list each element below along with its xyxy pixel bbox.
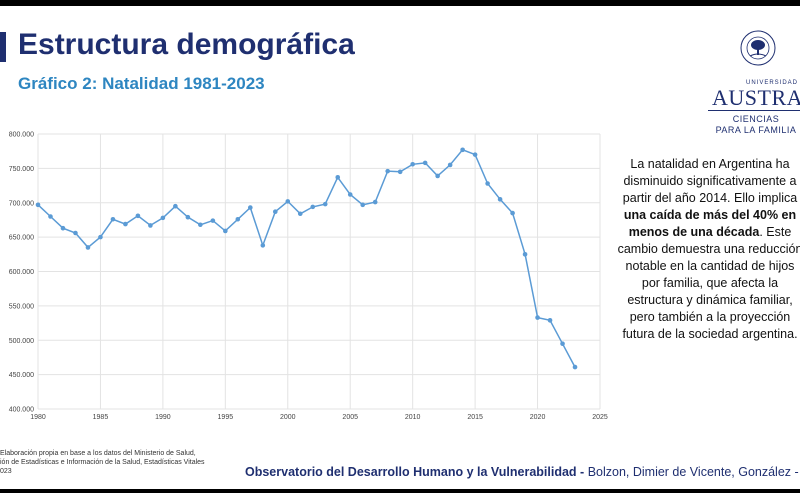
footer: Observatorio del Desarrollo Humano y la … bbox=[245, 465, 799, 479]
summary-highlight: una caída de más del 40% en menos de una… bbox=[623, 208, 797, 239]
university-logo: UNIVERSIDAD AUSTRAL CIENCIAS PARA LA FAM… bbox=[700, 22, 800, 137]
data-point bbox=[285, 199, 291, 204]
y-tick-label: 600.000 bbox=[9, 269, 34, 276]
y-tick-label: 450.000 bbox=[9, 372, 34, 379]
footer-authors: Bolzon, Dimier de Vicente, González - bbox=[587, 465, 799, 479]
data-point bbox=[535, 315, 540, 320]
chart-grid bbox=[37, 133, 601, 410]
data-point bbox=[73, 230, 78, 236]
y-tick-label: 700.000 bbox=[9, 200, 34, 207]
data-point bbox=[435, 173, 440, 179]
data-point bbox=[547, 318, 553, 323]
source-note: Elaboración propia en base a los datos d… bbox=[0, 449, 300, 476]
data-point bbox=[85, 245, 91, 250]
source-line-2: ión de Estadísticas e Información de la … bbox=[0, 459, 205, 466]
slide: Estructura demográfica Gráfico 2: Natali… bbox=[0, 6, 800, 489]
data-point bbox=[148, 223, 153, 228]
data-point bbox=[410, 161, 415, 167]
x-tick-label: 1985 bbox=[93, 414, 109, 421]
summary-paragraph: La natalidad en Argentina ha disminuido … bbox=[615, 156, 800, 343]
y-tick-label: 550.000 bbox=[9, 303, 34, 310]
x-tick-label: 2005 bbox=[342, 414, 358, 421]
data-point bbox=[572, 364, 578, 370]
x-tick-label: 2000 bbox=[280, 414, 296, 421]
logo-subtitle-line2: PARA LA FAMILIA bbox=[715, 125, 797, 135]
x-tick-label: 2010 bbox=[405, 414, 421, 421]
seal-icon bbox=[740, 30, 776, 66]
data-point bbox=[360, 202, 366, 208]
data-point bbox=[110, 216, 116, 222]
data-point bbox=[135, 213, 141, 219]
data-point bbox=[510, 210, 515, 216]
data-point bbox=[447, 162, 453, 168]
x-tick-label: 2020 bbox=[530, 414, 546, 421]
page-title: Estructura demográfica bbox=[18, 28, 355, 61]
birth-rate-line-chart: 400.000 450.000 500.000 550.000 600.000 650.0… bbox=[9, 132, 608, 422]
logo-subtitle-line1: CIENCIAS bbox=[732, 114, 780, 124]
x-tick-label: 1995 bbox=[218, 414, 234, 421]
data-point bbox=[185, 214, 191, 220]
data-point bbox=[347, 192, 353, 197]
data-point bbox=[98, 234, 103, 240]
logo-subtitle: CIENCIAS PARA LA FAMILIA bbox=[712, 114, 800, 136]
data-point bbox=[460, 147, 465, 153]
data-point bbox=[372, 199, 378, 205]
data-point bbox=[60, 225, 66, 231]
data-point bbox=[322, 201, 328, 207]
data-point bbox=[485, 181, 490, 186]
series-line bbox=[37, 148, 576, 368]
data-point bbox=[297, 211, 303, 217]
logo-university-label: UNIVERSIDAD bbox=[746, 80, 799, 86]
x-tick-label: 1980 bbox=[30, 414, 46, 421]
summary-text-2: . Este cambio demuestra una reducción no… bbox=[617, 225, 800, 341]
data-point bbox=[123, 221, 128, 227]
data-point bbox=[223, 228, 228, 234]
data-point bbox=[310, 204, 316, 210]
y-tick-label: 400.000 bbox=[9, 407, 34, 414]
x-tick-label: 1990 bbox=[155, 414, 171, 421]
data-point bbox=[48, 214, 53, 219]
data-point bbox=[160, 215, 166, 221]
source-line-3: 023 bbox=[0, 468, 12, 475]
y-tick-label: 800.000 bbox=[9, 132, 34, 139]
chart-points bbox=[35, 147, 578, 370]
data-point bbox=[235, 216, 241, 222]
x-tick-label: 2015 bbox=[467, 414, 483, 421]
source-line-1: Elaboración propia en base a los datos d… bbox=[0, 450, 196, 457]
chart-axes: 400.000 450.000 500.000 550.000 600.000 650.0… bbox=[9, 132, 608, 422]
data-point bbox=[198, 222, 203, 228]
data-point bbox=[335, 175, 341, 180]
footer-org: Observatorio del Desarrollo Humano y la … bbox=[245, 465, 585, 479]
y-tick-label: 650.000 bbox=[9, 235, 34, 242]
chart-subtitle: Gráfico 2: Natalidad 1981-2023 bbox=[18, 74, 265, 93]
logo-divider bbox=[708, 110, 800, 111]
x-tick-label: 2025 bbox=[592, 414, 608, 421]
title-accent-bar bbox=[0, 32, 6, 62]
data-point bbox=[272, 209, 278, 214]
data-point bbox=[560, 341, 565, 346]
data-point bbox=[385, 168, 390, 174]
data-point bbox=[522, 252, 528, 257]
data-point bbox=[497, 197, 503, 202]
logo-name: AUSTRAL bbox=[712, 85, 800, 110]
data-point bbox=[260, 243, 266, 248]
data-point bbox=[397, 169, 403, 175]
y-tick-label: 500.000 bbox=[9, 338, 34, 345]
y-tick-label: 750.000 bbox=[9, 166, 34, 173]
data-point bbox=[248, 205, 253, 210]
summary-text-1: La natalidad en Argentina ha disminuido … bbox=[622, 157, 798, 205]
data-point bbox=[173, 203, 178, 209]
data-point bbox=[472, 152, 478, 157]
data-point bbox=[422, 160, 428, 166]
data-point bbox=[35, 202, 41, 208]
data-point bbox=[210, 218, 216, 223]
